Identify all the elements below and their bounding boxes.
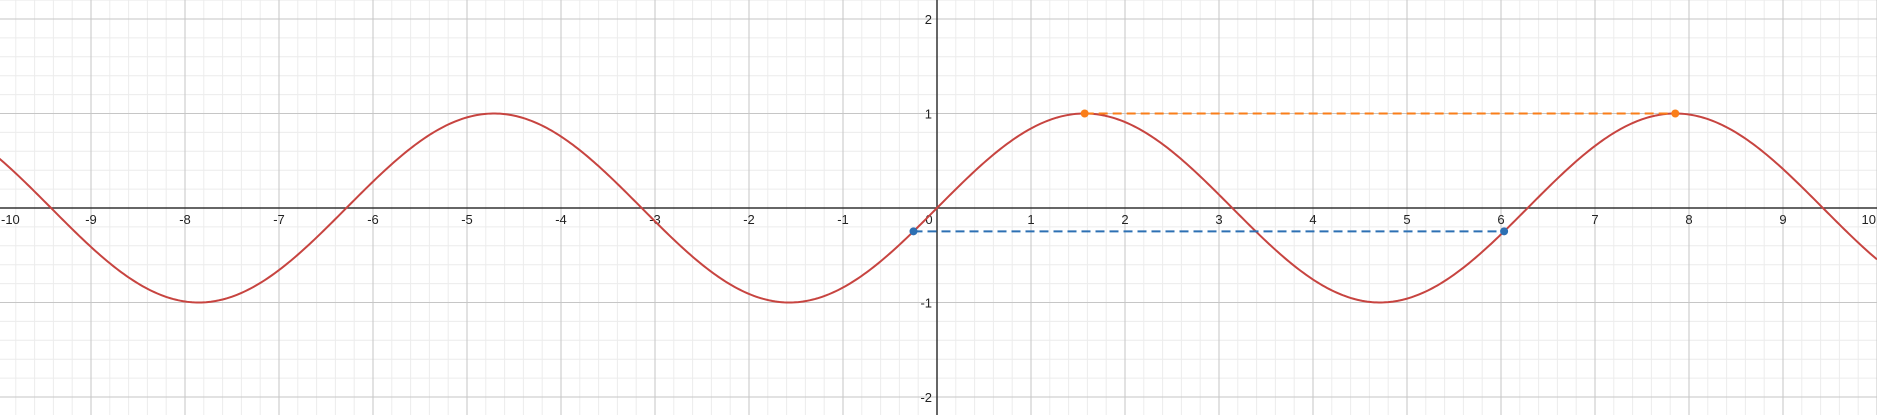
x-tick-label: 6 (1497, 212, 1504, 227)
x-tick-label: 10 (1862, 212, 1876, 227)
segment-endpoint (1671, 109, 1680, 118)
x-tick-label: 3 (1215, 212, 1222, 227)
x-tick-label: -1 (837, 212, 849, 227)
y-tick-label: -1 (920, 296, 932, 311)
y-tick-label: -2 (920, 390, 932, 405)
y-tick-label: 1 (925, 107, 932, 122)
y-tick-labels: -2 -1 1 2 (920, 12, 932, 405)
x-tick-label: -5 (461, 212, 473, 227)
sine-curve (0, 112, 1877, 304)
x-tick-label: -6 (367, 212, 379, 227)
y-tick-label: 2 (925, 12, 932, 27)
x-tick-label: -2 (743, 212, 755, 227)
x-tick-label: -9 (85, 212, 97, 227)
x-tick-label: -8 (179, 212, 191, 227)
segment-endpoint (1080, 109, 1089, 118)
x-tick-label: 7 (1591, 212, 1598, 227)
x-tick-label: 9 (1779, 212, 1786, 227)
x-tick-label: -4 (555, 212, 567, 227)
x-tick-label: 2 (1121, 212, 1128, 227)
x-tick-label: 1 (1027, 212, 1034, 227)
x-tick-labels: -10 -9 -8 -7 -6 -5 -4 -3 -2 -1 0 1 2 3 4 5 6 7 8 9 10 (1, 212, 1876, 227)
x-tick-label: -10 (1, 212, 20, 227)
x-tick-label: -3 (649, 212, 661, 227)
segment-endpoint (1500, 227, 1509, 236)
x-tick-label: -7 (273, 212, 285, 227)
x-tick-label: 4 (1309, 212, 1316, 227)
plot-series (0, 109, 1877, 304)
x-tick-label: 5 (1403, 212, 1410, 227)
segment-endpoint (909, 227, 918, 236)
x-tick-label: 8 (1685, 212, 1692, 227)
x-tick-label: 0 (925, 212, 932, 227)
